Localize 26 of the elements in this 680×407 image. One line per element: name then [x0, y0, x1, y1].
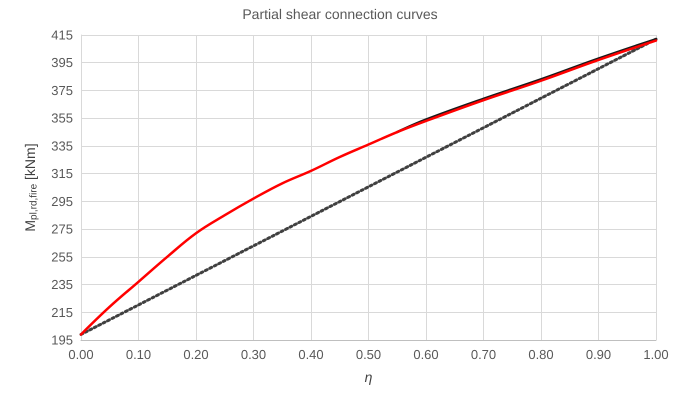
- x-tick-label: 1.00: [643, 347, 669, 362]
- x-tick-label: 0.40: [298, 347, 324, 362]
- x-tick-label: 0.10: [126, 347, 152, 362]
- y-tick-label: 415: [51, 28, 73, 42]
- x-tick-label: 0.30: [240, 347, 266, 362]
- x-tick-label: 0.90: [586, 347, 612, 362]
- y-tick-label: 335: [51, 138, 73, 154]
- x-axis-title: η: [364, 369, 373, 385]
- y-tick-label: 215: [51, 304, 73, 320]
- x-tick-label: 0.70: [470, 347, 496, 362]
- y-tick-label: 275: [51, 222, 73, 237]
- x-tick-label: 0.20: [183, 347, 209, 362]
- x-tick-label: 0.50: [356, 347, 382, 362]
- y-axis-title: Mpl,rd,fire [kNm]: [22, 143, 40, 232]
- y-tick-label: 255: [51, 249, 73, 264]
- y-tick-label: 375: [51, 82, 73, 98]
- y-tick-label: 315: [51, 166, 73, 182]
- y-tick-label: 235: [51, 277, 73, 292]
- y-tick-label: 395: [51, 55, 73, 70]
- y-tick-label: 295: [51, 194, 73, 209]
- x-tick-label: 0.80: [528, 347, 554, 362]
- chart-title: Partial shear connection curves: [242, 6, 438, 22]
- y-tick-label: 195: [51, 332, 73, 348]
- x-tick-label: 0.60: [413, 347, 439, 362]
- x-tick-label: 0.00: [68, 347, 94, 362]
- y-tick-label: 355: [51, 110, 73, 126]
